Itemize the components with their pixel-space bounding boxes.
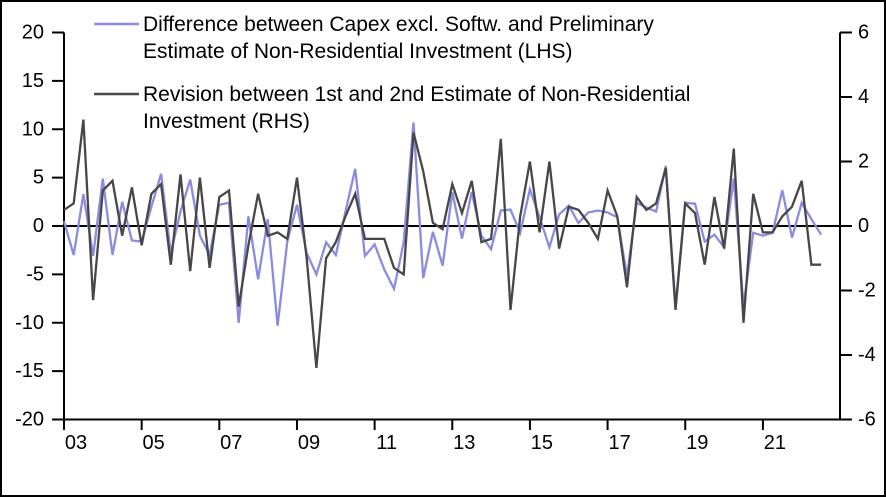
- left-axis-tick-label: 20: [22, 22, 44, 44]
- right-axis-tick-label: 4: [858, 86, 869, 108]
- x-axis-tick-label: 09: [298, 432, 320, 454]
- left-axis-tick-label: 15: [22, 70, 44, 92]
- legend-label-line: Revision between 1st and 2nd Estimate of…: [143, 83, 690, 106]
- right-axis-tick-label: -4: [858, 344, 876, 366]
- x-axis-tick-label: 19: [686, 432, 708, 454]
- x-axis-tick-label: 17: [608, 432, 630, 454]
- x-axis-tick-label: 13: [453, 432, 475, 454]
- left-axis-tick-label: 5: [33, 167, 44, 189]
- legend-label-line: Estimate of Non-Residential Investment (…: [143, 40, 573, 63]
- x-axis-tick-label: 11: [376, 432, 397, 454]
- right-axis-tick-label: 0: [858, 215, 869, 237]
- right-axis-tick-label: 6: [858, 22, 869, 44]
- legend-label-line: Investment (RHS): [143, 110, 310, 133]
- left-axis-tick-label: -10: [15, 312, 44, 334]
- x-axis-tick-label: 21: [764, 432, 786, 454]
- left-axis-tick-label: 10: [22, 118, 44, 140]
- series-line-rhs-revision: [63, 119, 822, 369]
- right-axis-tick-label: 2: [858, 151, 869, 173]
- series-line-lhs-difference: [62, 122, 823, 326]
- x-axis-tick-label: 15: [531, 432, 553, 454]
- left-axis-tick-label: -20: [15, 409, 44, 431]
- legend-label-line: Difference between Capex excl. Softw. an…: [143, 13, 654, 36]
- x-axis-tick-label: 03: [65, 432, 87, 454]
- right-axis-tick-label: -2: [858, 280, 876, 302]
- left-axis-tick-label: 0: [33, 215, 44, 237]
- left-axis-tick-label: -15: [15, 360, 44, 382]
- x-axis-tick-label: 05: [143, 432, 165, 454]
- left-axis-tick-label: -5: [26, 263, 44, 285]
- x-axis-tick-label: 07: [220, 432, 242, 454]
- right-axis-tick-label: -6: [858, 409, 876, 431]
